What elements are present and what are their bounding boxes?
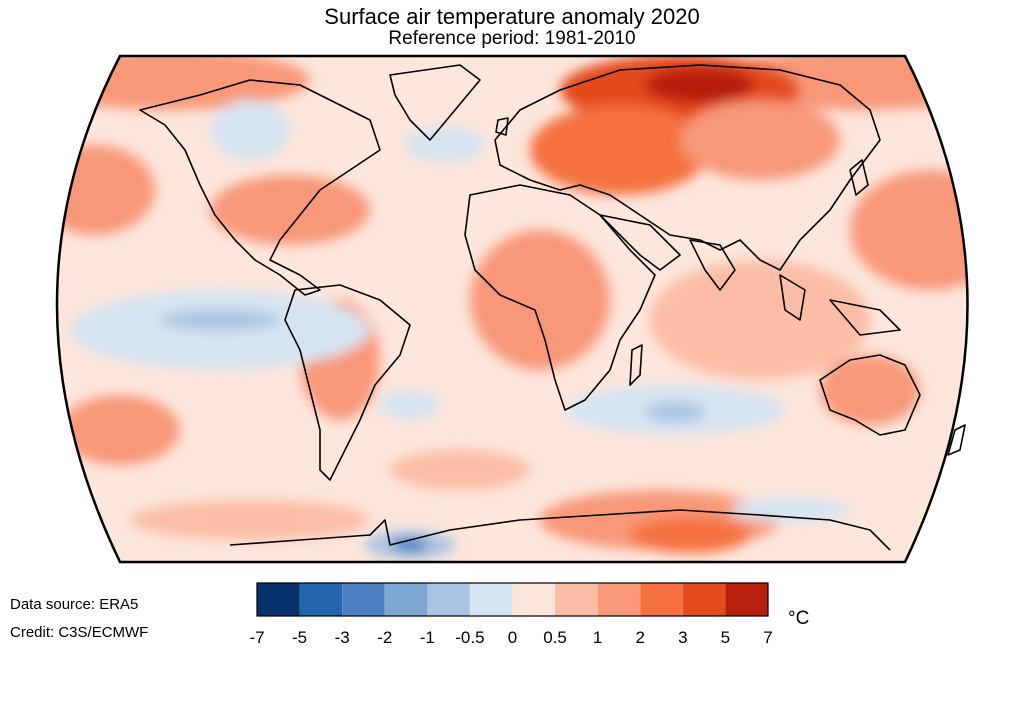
colorbar-cell xyxy=(342,583,385,616)
colorbar-cell xyxy=(682,583,726,616)
colorbar-tick-label: 0 xyxy=(508,628,517,647)
map-subtitle: Reference period: 1981-2010 xyxy=(388,28,636,49)
colorbar-tick-label: -7 xyxy=(249,628,264,647)
map-frame xyxy=(55,54,969,564)
colorbar-tick-label: 1 xyxy=(593,628,602,647)
colorbar-ticks: -7 -5 -3 -2 -1 -0.5 0 0.5 1 2 3 5 7 xyxy=(249,628,772,647)
colorbar-cell xyxy=(384,583,428,616)
colorbar-tick-label: 7 xyxy=(763,628,772,647)
colorbar-tick-label: -1 xyxy=(420,628,435,647)
colorbar-frame xyxy=(256,582,769,617)
colorbar-tick-label: -5 xyxy=(292,628,307,647)
colorbar-cell xyxy=(427,583,470,616)
credit-label: Credit: C3S/ECMWF xyxy=(10,624,149,641)
colorbar-tick-label: -3 xyxy=(335,628,350,647)
colorbar-cell xyxy=(597,583,641,616)
colorbar-cells xyxy=(256,582,769,617)
coastlines xyxy=(139,64,966,551)
colorbar-unit: °C xyxy=(788,608,809,629)
colorbar-cell xyxy=(640,583,683,616)
colorbar-cell xyxy=(555,583,598,616)
colorbar-cell xyxy=(725,583,768,616)
data-source-label: Data source: ERA5 xyxy=(10,596,139,613)
colorbar-tick-label: 2 xyxy=(636,628,645,647)
colorbar-tick-label: 0.5 xyxy=(543,628,567,647)
colorbar-cell xyxy=(299,583,343,616)
colorbar-tick-label: -2 xyxy=(377,628,392,647)
colorbar-cell xyxy=(469,583,513,616)
colorbar-cell xyxy=(257,583,300,616)
colorbar-cell xyxy=(512,583,556,616)
anomaly-field xyxy=(57,56,968,562)
colorbar-tick-label: 5 xyxy=(721,628,730,647)
map-title: Surface air temperature anomaly 2020 xyxy=(324,4,700,29)
colorbar-tick-label: 3 xyxy=(678,628,687,647)
colorbar-tick-label: -0.5 xyxy=(455,628,484,647)
